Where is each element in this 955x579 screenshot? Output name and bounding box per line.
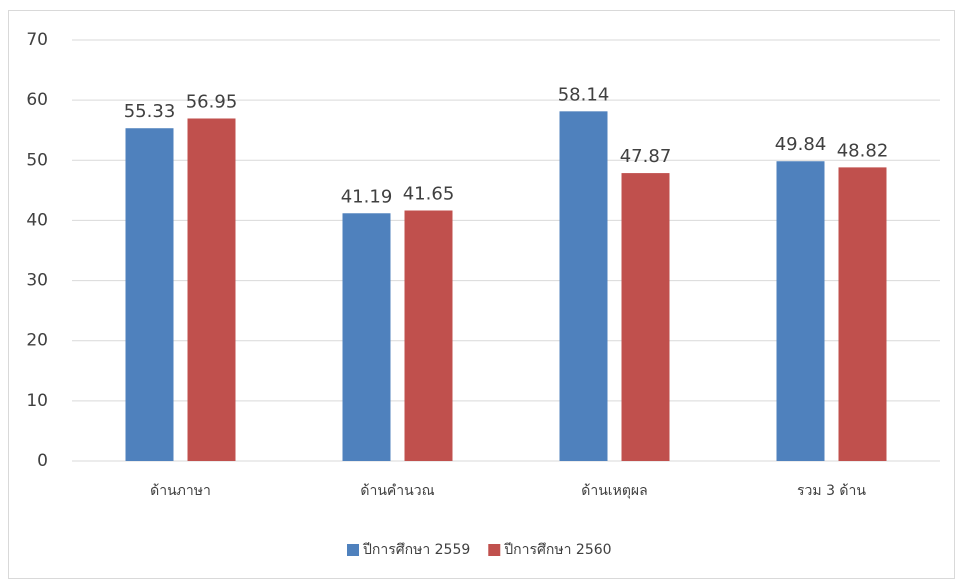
x-tick-label: ด้านคำนวณ (360, 483, 434, 499)
data-label: 41.65 (403, 184, 455, 205)
bar (776, 161, 825, 462)
legend-swatch (347, 544, 359, 556)
y-tick-label: 40 (26, 210, 48, 230)
data-label: 55.33 (124, 101, 176, 122)
y-tick-label: 30 (26, 271, 48, 291)
bar (187, 118, 236, 462)
x-tick-label: รวม 3 ด้าน (797, 483, 866, 499)
y-tick-label: 60 (26, 90, 48, 110)
data-label: 49.84 (775, 134, 827, 155)
bar (559, 111, 608, 461)
data-label: 56.95 (186, 91, 238, 112)
y-tick-label: 10 (26, 391, 48, 411)
legend-label: ปีการศึกษา 2560 (504, 542, 612, 558)
data-label: 58.14 (558, 84, 610, 105)
y-tick-label: 70 (26, 30, 48, 50)
data-label: 41.19 (341, 186, 393, 207)
x-tick-label: ด้านเหตุผล (581, 483, 647, 499)
data-label: 47.87 (620, 146, 672, 167)
legend-swatch (488, 544, 501, 556)
legend-label: ปีการศึกษา 2559 (363, 542, 471, 558)
x-tick-label: ด้านภาษา (150, 483, 211, 499)
bar (838, 167, 887, 461)
bar (125, 128, 174, 462)
data-label: 48.82 (837, 140, 889, 161)
bar (342, 213, 391, 461)
bar (621, 173, 670, 462)
y-tick-label: 50 (26, 150, 48, 170)
y-tick-label: 20 (26, 331, 48, 351)
bar (404, 210, 453, 461)
y-tick-label: 0 (37, 451, 48, 471)
